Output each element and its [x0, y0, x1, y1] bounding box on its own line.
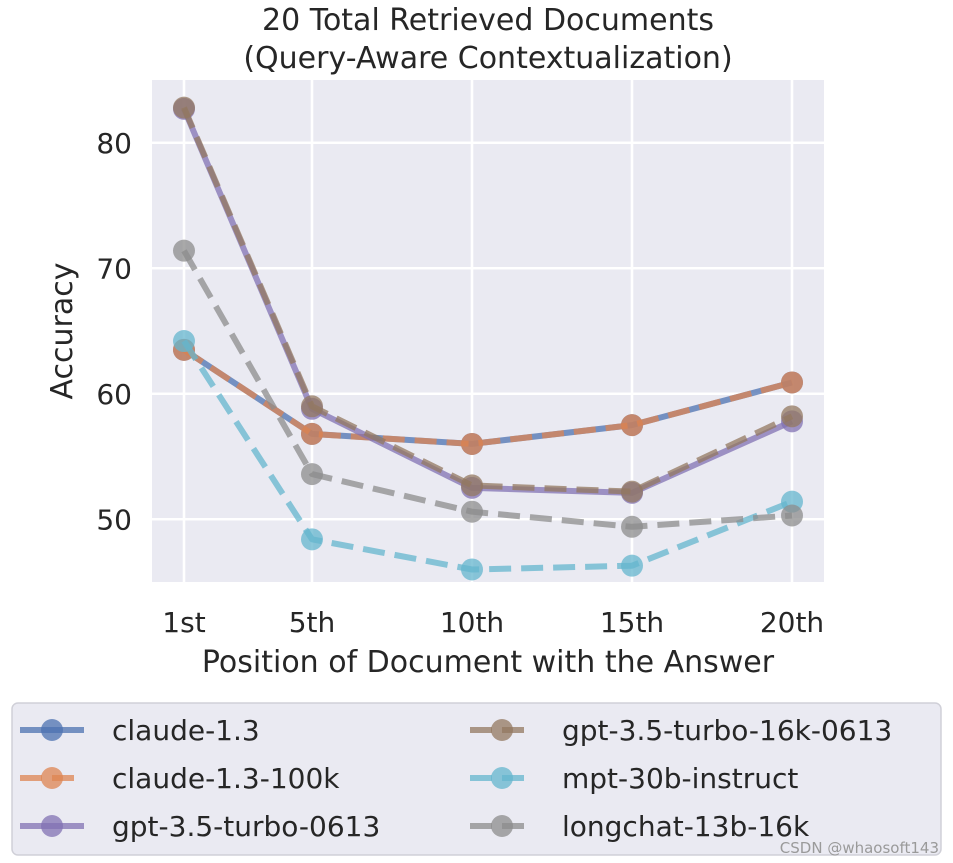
- legend-swatch-marker: [491, 815, 513, 837]
- legend-item: gpt-3.5-turbo-0613: [20, 810, 380, 843]
- legend-item: longchat-13b-16k: [470, 810, 810, 843]
- y-tick-label: 50: [96, 503, 132, 536]
- plot-area: [152, 80, 824, 582]
- series-gpt-3.5-turbo-16k-0613: [173, 96, 803, 503]
- y-tick-label: 70: [96, 252, 132, 285]
- legend-label: gpt-3.5-turbo-16k-0613: [562, 714, 892, 747]
- x-tick-label: 1st: [162, 606, 205, 639]
- data-point: [461, 474, 483, 497]
- data-point: [781, 405, 803, 428]
- data-point: [173, 239, 195, 262]
- legend-item: mpt-30b-instruct: [470, 762, 798, 795]
- data-point: [621, 554, 643, 577]
- series-claude-1.3-100k: [173, 338, 803, 455]
- y-axis-label: Accuracy: [45, 263, 80, 400]
- data-point: [301, 395, 323, 418]
- legend-item: claude-1.3-100k: [20, 762, 340, 795]
- legend: claude-1.3 claude-1.3-100k gpt-3.5-turbo-0…: [20, 714, 892, 843]
- legend-label: gpt-3.5-turbo-0613: [112, 810, 380, 843]
- x-ticks: 1st 5th 10th 15th 20th: [162, 606, 824, 639]
- chart-subtitle: (Query-Aware Contextualization): [243, 41, 732, 76]
- legend-item: claude-1.3: [20, 714, 260, 747]
- data-point: [781, 371, 803, 394]
- legend-swatch-marker: [41, 815, 63, 837]
- data-point: [461, 500, 483, 523]
- data-point: [461, 432, 483, 455]
- data-point: [173, 96, 195, 119]
- x-tick-label: 15th: [600, 606, 664, 639]
- y-ticks: 50 60 70 80: [96, 127, 132, 537]
- data-point: [301, 528, 323, 551]
- x-tick-label: 10th: [440, 606, 504, 639]
- y-tick-label: 80: [96, 127, 132, 160]
- x-axis-label: Position of Document with the Answer: [202, 645, 775, 680]
- data-point: [301, 463, 323, 486]
- series-group: [173, 96, 803, 581]
- data-point: [621, 414, 643, 437]
- chart-title: 20 Total Retrieved Documents: [262, 3, 714, 38]
- series-longchat-13b-16k: [173, 239, 803, 538]
- data-point: [621, 515, 643, 538]
- legend-item: gpt-3.5-turbo-16k-0613: [470, 714, 892, 747]
- series-line: [181, 106, 794, 495]
- legend-label: mpt-30b-instruct: [562, 762, 798, 795]
- data-point: [781, 504, 803, 527]
- legend-label: claude-1.3: [112, 714, 260, 747]
- series-line: [182, 347, 793, 447]
- legend-swatch-marker: [41, 719, 63, 741]
- data-point: [461, 558, 483, 581]
- legend-swatch-marker: [491, 719, 513, 741]
- x-tick-label: 20th: [760, 606, 824, 639]
- legend-swatch-marker: [41, 767, 63, 789]
- data-point: [621, 480, 643, 503]
- legend-label: claude-1.3-100k: [112, 762, 340, 795]
- legend-label: longchat-13b-16k: [562, 810, 810, 843]
- watermark-text: CSDN @whaosoft143: [779, 839, 939, 857]
- data-point: [301, 422, 323, 445]
- x-tick-label: 5th: [289, 606, 336, 639]
- y-tick-label: 60: [96, 378, 132, 411]
- data-point: [173, 330, 195, 353]
- legend-swatch-marker: [491, 767, 513, 789]
